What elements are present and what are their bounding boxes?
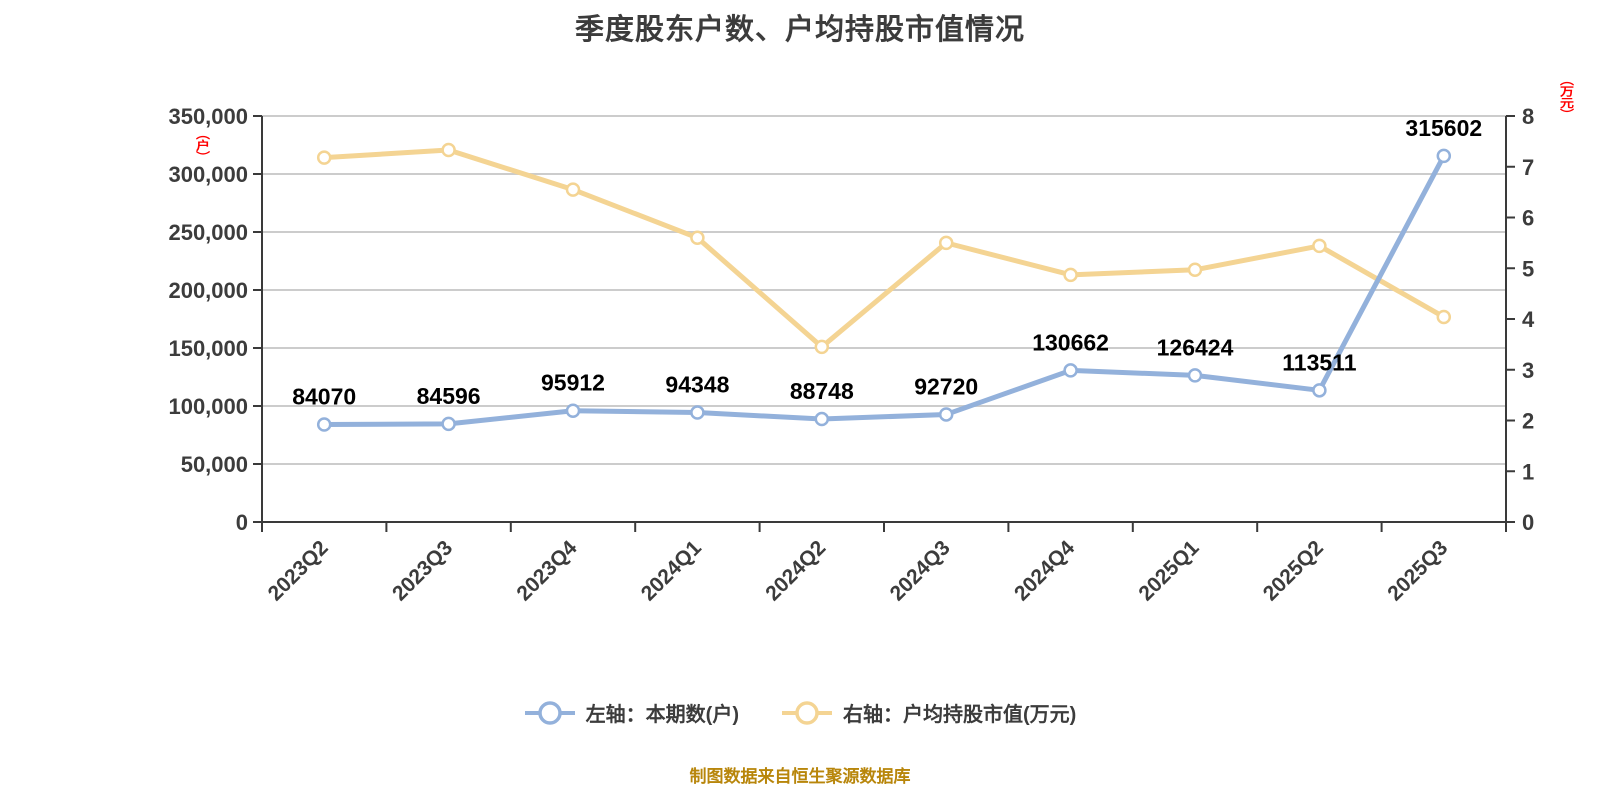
x-axis-category-label: 2023Q3 xyxy=(388,536,457,605)
right-series-point[interactable] xyxy=(441,142,456,158)
x-axis-category-label: 2024Q2 xyxy=(761,536,830,605)
right-axis-tick-label: 2 xyxy=(1522,409,1534,434)
left-series-point[interactable] xyxy=(565,403,581,418)
legend: 左轴：本期数(户) 右轴：户均持股市值(万元) xyxy=(0,698,1600,727)
left-series-point[interactable] xyxy=(1187,368,1203,383)
data-label: 84596 xyxy=(417,383,481,409)
right-axis-tick-label: 5 xyxy=(1522,256,1534,281)
left-axis-tick-label: 250,000 xyxy=(168,220,248,245)
right-series-point[interactable] xyxy=(1063,267,1078,283)
data-label: 84070 xyxy=(292,383,356,409)
left-series-point[interactable] xyxy=(814,411,830,427)
x-axis-category-label: 2023Q4 xyxy=(512,536,581,605)
legend-label-left: 左轴：本期数(户) xyxy=(585,704,739,726)
right-series-line xyxy=(321,147,1447,350)
data-label: 95912 xyxy=(541,370,605,396)
left-series-point[interactable] xyxy=(441,416,456,432)
data-label: 88748 xyxy=(790,378,854,404)
legend-marker-right-icon xyxy=(782,700,832,725)
right-axis-tick-label: 3 xyxy=(1522,358,1534,383)
right-series-point[interactable] xyxy=(814,339,830,355)
legend-item-right-series[interactable]: 右轴：户均持股市值(万元) xyxy=(781,698,1076,727)
right-series-point[interactable] xyxy=(1312,238,1327,254)
x-axis-category-label: 2025Q2 xyxy=(1259,536,1328,605)
right-series-point[interactable] xyxy=(938,235,954,251)
legend-marker-left-icon xyxy=(524,700,575,725)
x-axis-category-label: 2024Q3 xyxy=(886,536,955,605)
right-series-point[interactable] xyxy=(1187,262,1203,278)
right-axis-unit-label: （万元） xyxy=(1559,74,1575,120)
left-axis-tick-label: 350,000 xyxy=(168,104,248,129)
left-axis-tick-label: 200,000 xyxy=(168,278,248,303)
left-axis-tick-label: 100,000 xyxy=(168,394,248,419)
data-label: 130662 xyxy=(1032,329,1109,355)
right-axis-tick-label: 0 xyxy=(1522,510,1534,535)
left-series-point[interactable] xyxy=(1312,383,1327,398)
x-axis-category-label: 2024Q4 xyxy=(1010,536,1079,605)
right-series-point[interactable] xyxy=(316,150,332,165)
left-axis-tick-label: 0 xyxy=(236,510,248,535)
right-axis-tick-label: 6 xyxy=(1522,206,1534,231)
right-series-point[interactable] xyxy=(1436,309,1452,325)
legend-label-right: 右轴：户均持股市值(万元) xyxy=(843,704,1077,726)
left-series-point[interactable] xyxy=(316,417,332,432)
right-series-point[interactable] xyxy=(690,230,705,246)
x-axis-category-label: 2025Q1 xyxy=(1134,536,1203,605)
x-axis-category-label: 2024Q1 xyxy=(637,536,706,605)
left-axis-unit-label: （户） xyxy=(195,128,211,163)
right-axis-tick-label: 8 xyxy=(1522,104,1534,129)
legend-item-left-series[interactable]: 左轴：本期数(户) xyxy=(524,698,739,727)
left-axis-tick-label: 50,000 xyxy=(181,452,248,477)
left-series-point[interactable] xyxy=(1436,148,1452,164)
right-axis-tick-label: 4 xyxy=(1522,307,1535,332)
right-axis-tick-label: 1 xyxy=(1522,459,1534,484)
left-series-point[interactable] xyxy=(1063,363,1078,378)
left-series-line xyxy=(321,153,1447,427)
x-axis-category-label: 2023Q2 xyxy=(264,536,333,605)
data-label: 126424 xyxy=(1157,334,1234,360)
left-series-point[interactable] xyxy=(690,405,705,420)
data-label: 315602 xyxy=(1405,115,1482,141)
chart-title: 季度股东户数、户均持股市值情况 xyxy=(574,14,1025,46)
left-axis-tick-label: 150,000 xyxy=(168,336,248,361)
data-label: 94348 xyxy=(665,372,729,398)
left-axis-tick-label: 300,000 xyxy=(168,162,248,187)
left-series-point[interactable] xyxy=(938,407,954,422)
x-axis-category-label: 2025Q3 xyxy=(1383,536,1452,605)
data-label: 113511 xyxy=(1282,349,1356,375)
right-axis-tick-label: 7 xyxy=(1522,155,1534,180)
data-label: 92720 xyxy=(914,373,978,399)
source-note: 制图数据来自恒生聚源数据库 xyxy=(689,767,911,786)
right-series-point[interactable] xyxy=(565,182,581,197)
